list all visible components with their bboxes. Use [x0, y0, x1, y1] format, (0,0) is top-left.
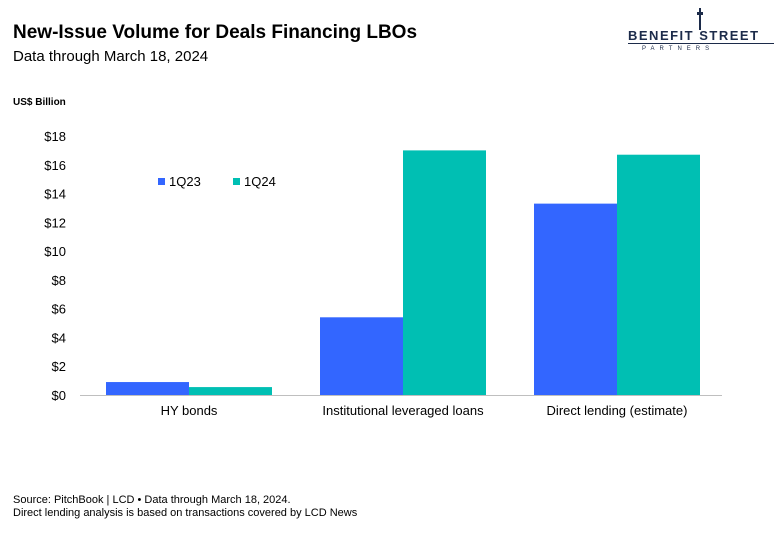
bar-1q23-1	[320, 317, 403, 395]
y-tick-label: $2	[52, 359, 66, 374]
legend-swatch-1q24	[233, 178, 240, 185]
legend-label-1q24: 1Q24	[244, 174, 276, 189]
logo-bottom-text: PARTNERS	[642, 46, 715, 52]
y-axis-label: US$ Billion	[13, 97, 66, 108]
bar-1q24-1	[403, 150, 486, 395]
logo-top-text: BENEFIT STREET	[628, 28, 760, 43]
y-tick-label: $12	[44, 215, 66, 230]
y-tick-label: $10	[44, 244, 66, 259]
bar-1q23-2	[534, 203, 617, 395]
note-line: Direct lending analysis is based on tran…	[13, 507, 358, 519]
tower-icon	[697, 8, 703, 30]
source-footer: Source: PitchBook | LCD • Data through M…	[13, 494, 357, 520]
legend-label-1q23: 1Q23	[169, 174, 201, 189]
y-tick-label: $14	[44, 187, 66, 202]
x-tick-label: Institutional leveraged loans	[322, 403, 484, 418]
logo-divider	[628, 43, 774, 44]
x-tick-label: HY bonds	[161, 403, 218, 418]
source-line: Source: PitchBook | LCD • Data through M…	[13, 494, 291, 506]
y-tick-label: $16	[44, 158, 66, 173]
y-tick-label: $6	[52, 302, 66, 317]
bar-1q23-0	[106, 382, 189, 395]
legend-swatch-1q23	[158, 178, 165, 185]
y-tick-label: $8	[52, 273, 66, 288]
x-tick-label: Direct lending (estimate)	[547, 403, 688, 418]
y-tick-label: $4	[52, 330, 66, 345]
y-tick-label: $18	[44, 129, 66, 144]
chart-subtitle: Data through March 18, 2024	[13, 48, 209, 65]
chart-title: New-Issue Volume for Deals Financing LBO…	[13, 22, 418, 43]
company-logo: BENEFIT STREET PARTNERS	[628, 8, 774, 56]
y-tick-label: $0	[52, 388, 66, 403]
bar-1q24-0	[189, 387, 272, 395]
bar-1q24-2	[617, 154, 700, 395]
